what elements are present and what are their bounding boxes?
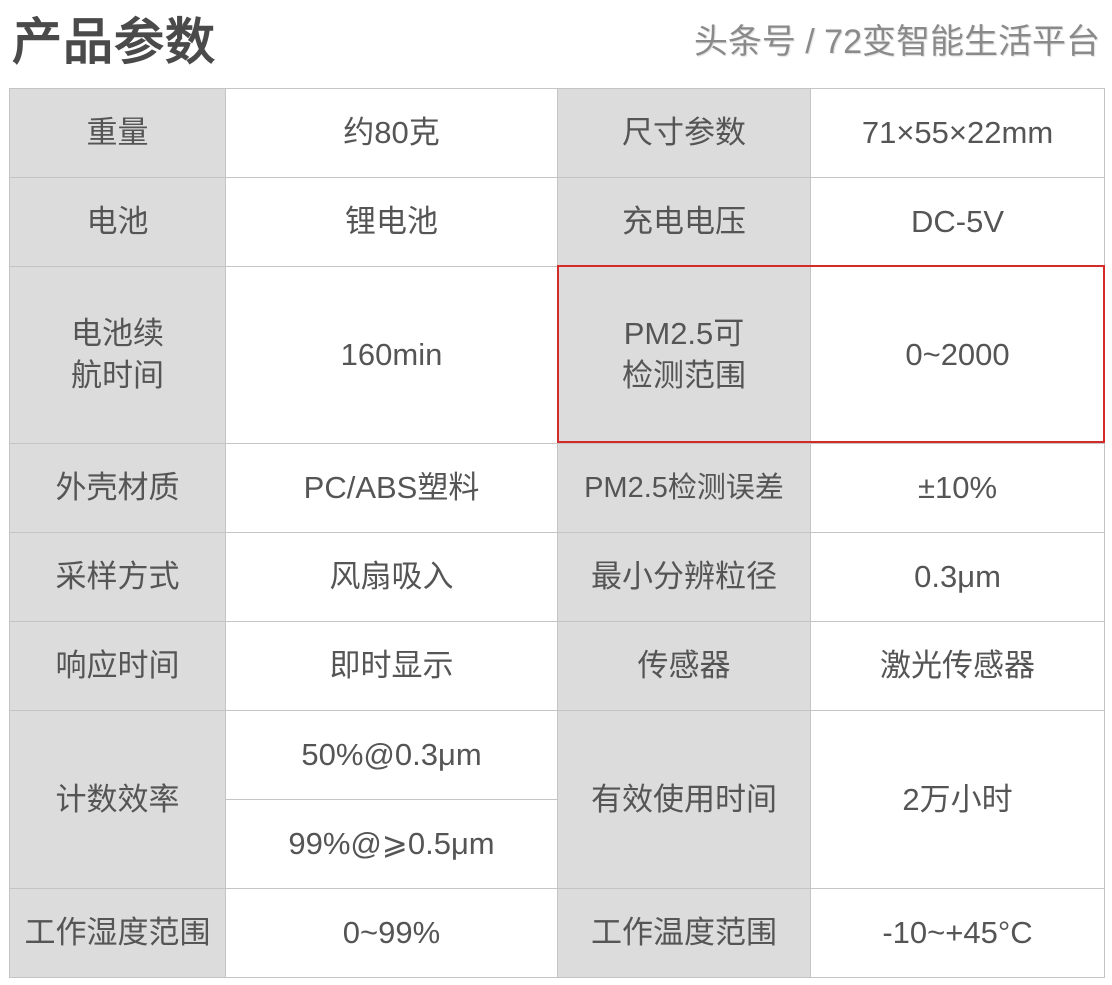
table-row: 重量 约80克 尺寸参数 71×55×22mm [9,88,1105,178]
spec-label: 传感器 [557,621,811,711]
spec-value: 160min [225,266,558,444]
spec-value: 0.3μm [810,532,1105,622]
label-line: PM2.5可 [623,316,745,351]
watermark: 头条号 / 72变智能生活平台 [693,23,1100,61]
table-row: 电池 锂电池 充电电压 DC-5V [9,177,1105,267]
spec-value: DC-5V [810,177,1105,267]
spec-value: 71×55×22mm [810,88,1105,178]
spec-label: PM2.5可 检测范围 [557,266,811,444]
spec-value: 风扇吸入 [225,532,558,622]
spec-value: -10~+45°C [810,888,1105,978]
spec-label: 电池续 航时间 [9,266,226,444]
label-line: 检测范围 [622,358,746,393]
spec-value: 99%@⩾0.5μm [225,799,558,889]
table-row: 计数效率 50%@0.3μm 有效使用时间 2万小时 [9,710,1105,889]
page-title: 产品参数 [12,14,216,70]
spec-label: 采样方式 [9,532,226,622]
spec-value: ±10% [810,443,1105,533]
table-row: 工作湿度范围 0~99% 工作温度范围 -10~+45°C [9,888,1105,978]
spec-label: 尺寸参数 [557,88,811,178]
spec-value: 约80克 [225,88,558,178]
spec-label: 重量 [9,88,226,178]
spec-label: 有效使用时间 [557,710,811,889]
spec-label: 充电电压 [557,177,811,267]
spec-value: 激光传感器 [810,621,1105,711]
spec-table: 重量 约80克 尺寸参数 71×55×22mm 电池 锂电池 充电电压 DC-5… [9,88,1105,978]
spec-label: PM2.5检测误差 [557,443,811,533]
spec-value: 0~2000 [810,266,1105,444]
table-row: 采样方式 风扇吸入 最小分辨粒径 0.3μm [9,532,1105,622]
label-line: 航时间 [71,358,164,393]
spec-label: 最小分辨粒径 [557,532,811,622]
table-row: 外壳材质 PC/ABS塑料 PM2.5检测误差 ±10% [9,443,1105,533]
spec-value: 锂电池 [225,177,558,267]
spec-label: 外壳材质 [9,443,226,533]
spec-label: 工作湿度范围 [9,888,226,978]
spec-label: 计数效率 [9,710,226,889]
table-row: 电池续航时间 160min PM2.5可 检测范围 0~2000 [9,266,1105,444]
spec-value: 2万小时 [810,710,1105,889]
spec-value: PC/ABS塑料 [225,443,558,533]
spec-label: 响应时间 [9,621,226,711]
label-line: 电池续 [71,316,164,351]
spec-value: 50%@0.3μm [225,710,558,800]
spec-label: 工作温度范围 [557,888,811,978]
table-row: 99%@⩾0.5μm [10,799,1105,889]
table-row: 响应时间 即时显示 传感器 激光传感器 [9,621,1105,711]
spec-label: 电池 [9,177,226,267]
spec-value: 即时显示 [225,621,558,711]
spec-value: 0~99% [225,888,558,978]
